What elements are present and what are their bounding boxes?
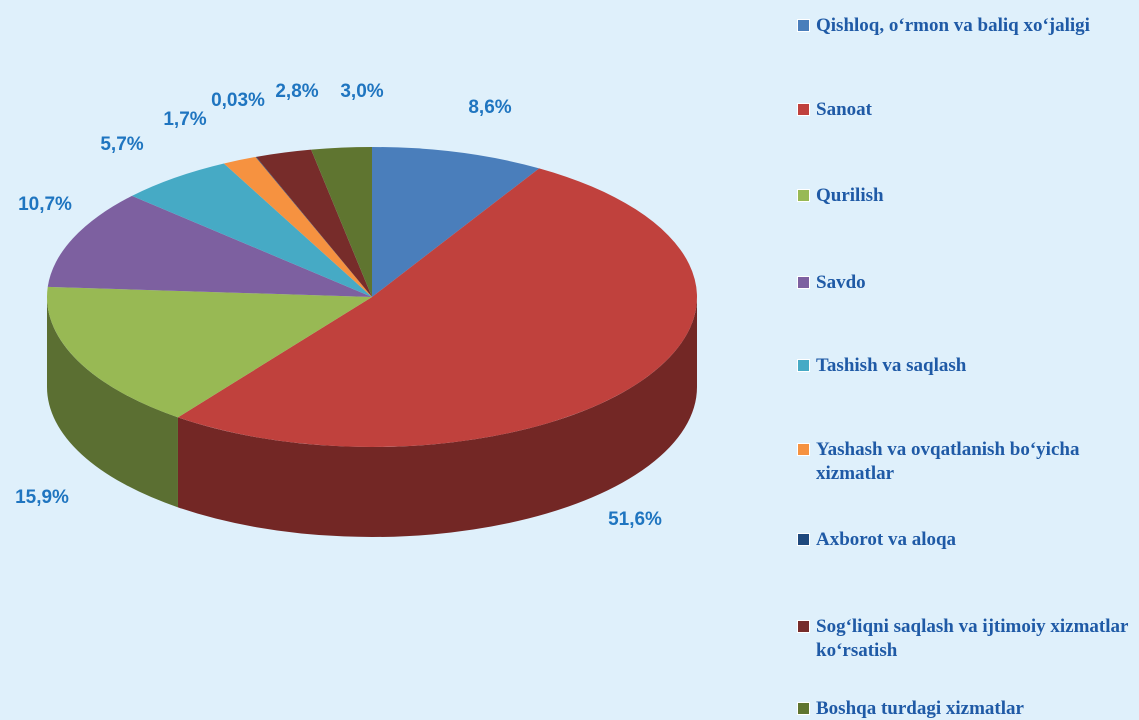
legend-label: Qurilish bbox=[816, 185, 884, 206]
data-label: 0,03% bbox=[211, 90, 265, 111]
legend-item: Savdo bbox=[797, 271, 1132, 295]
data-label: 51,6% bbox=[608, 509, 662, 530]
legend-label: Axborot va aloqa bbox=[816, 529, 957, 550]
legend-label: Savdo bbox=[816, 272, 866, 293]
legend-item: Boshqa turdagi xizmatlar bbox=[797, 697, 1132, 720]
legend-label: Boshqa turdagi xizmatlar bbox=[816, 698, 1024, 719]
legend-item: Qishloq, o‘rmon va baliq xo‘jaligi bbox=[797, 14, 1132, 38]
legend-label: Qishloq, o‘rmon va baliq xo‘jaligi bbox=[816, 15, 1090, 36]
pie-slice bbox=[255, 156, 372, 297]
legend-swatch bbox=[797, 359, 810, 372]
legend-item: Sog‘liqni saqlash va ijtimoiy xizmatlar … bbox=[797, 615, 1132, 663]
pie-slice bbox=[256, 149, 372, 297]
data-label: 5,7% bbox=[100, 134, 143, 155]
data-label: 8,6% bbox=[468, 97, 511, 118]
data-label: 15,9% bbox=[15, 487, 69, 508]
legend-item: Qurilish bbox=[797, 184, 1132, 208]
data-label: 3,0% bbox=[340, 81, 383, 102]
legend-swatch bbox=[797, 533, 810, 546]
pie-side bbox=[47, 297, 178, 508]
legend-swatch bbox=[797, 620, 810, 633]
data-label: 1,7% bbox=[163, 109, 206, 130]
legend-item: Sanoat bbox=[797, 98, 1132, 122]
pie-slice bbox=[177, 168, 698, 448]
pie-slice bbox=[372, 147, 540, 297]
legend-item: Axborot va aloqa bbox=[797, 528, 1132, 552]
pie-slice bbox=[131, 163, 372, 297]
legend-item: Tashish va saqlash bbox=[797, 354, 1132, 378]
pie-slice bbox=[223, 156, 372, 297]
legend-label: Sog‘liqni saqlash va ijtimoiy xizmatlar … bbox=[816, 616, 1129, 661]
pie-slice bbox=[311, 147, 372, 297]
legend-swatch bbox=[797, 19, 810, 32]
legend-swatch bbox=[797, 276, 810, 289]
pie-slice bbox=[47, 286, 373, 418]
legend-swatch bbox=[797, 443, 810, 456]
legend-swatch bbox=[797, 189, 810, 202]
legend-label: Tashish va saqlash bbox=[816, 355, 967, 376]
pie-side bbox=[177, 297, 697, 537]
pie-slice bbox=[47, 195, 373, 297]
legend-label: Sanoat bbox=[816, 99, 872, 120]
legend-item: Yashash va ovqatlanish bo‘yicha xizmatla… bbox=[797, 438, 1132, 486]
legend-swatch bbox=[797, 103, 810, 116]
data-label: 2,8% bbox=[275, 81, 318, 102]
data-label: 10,7% bbox=[18, 194, 72, 215]
legend-swatch bbox=[797, 702, 810, 715]
legend-label: Yashash va ovqatlanish bo‘yicha xizmatla… bbox=[816, 439, 1080, 484]
